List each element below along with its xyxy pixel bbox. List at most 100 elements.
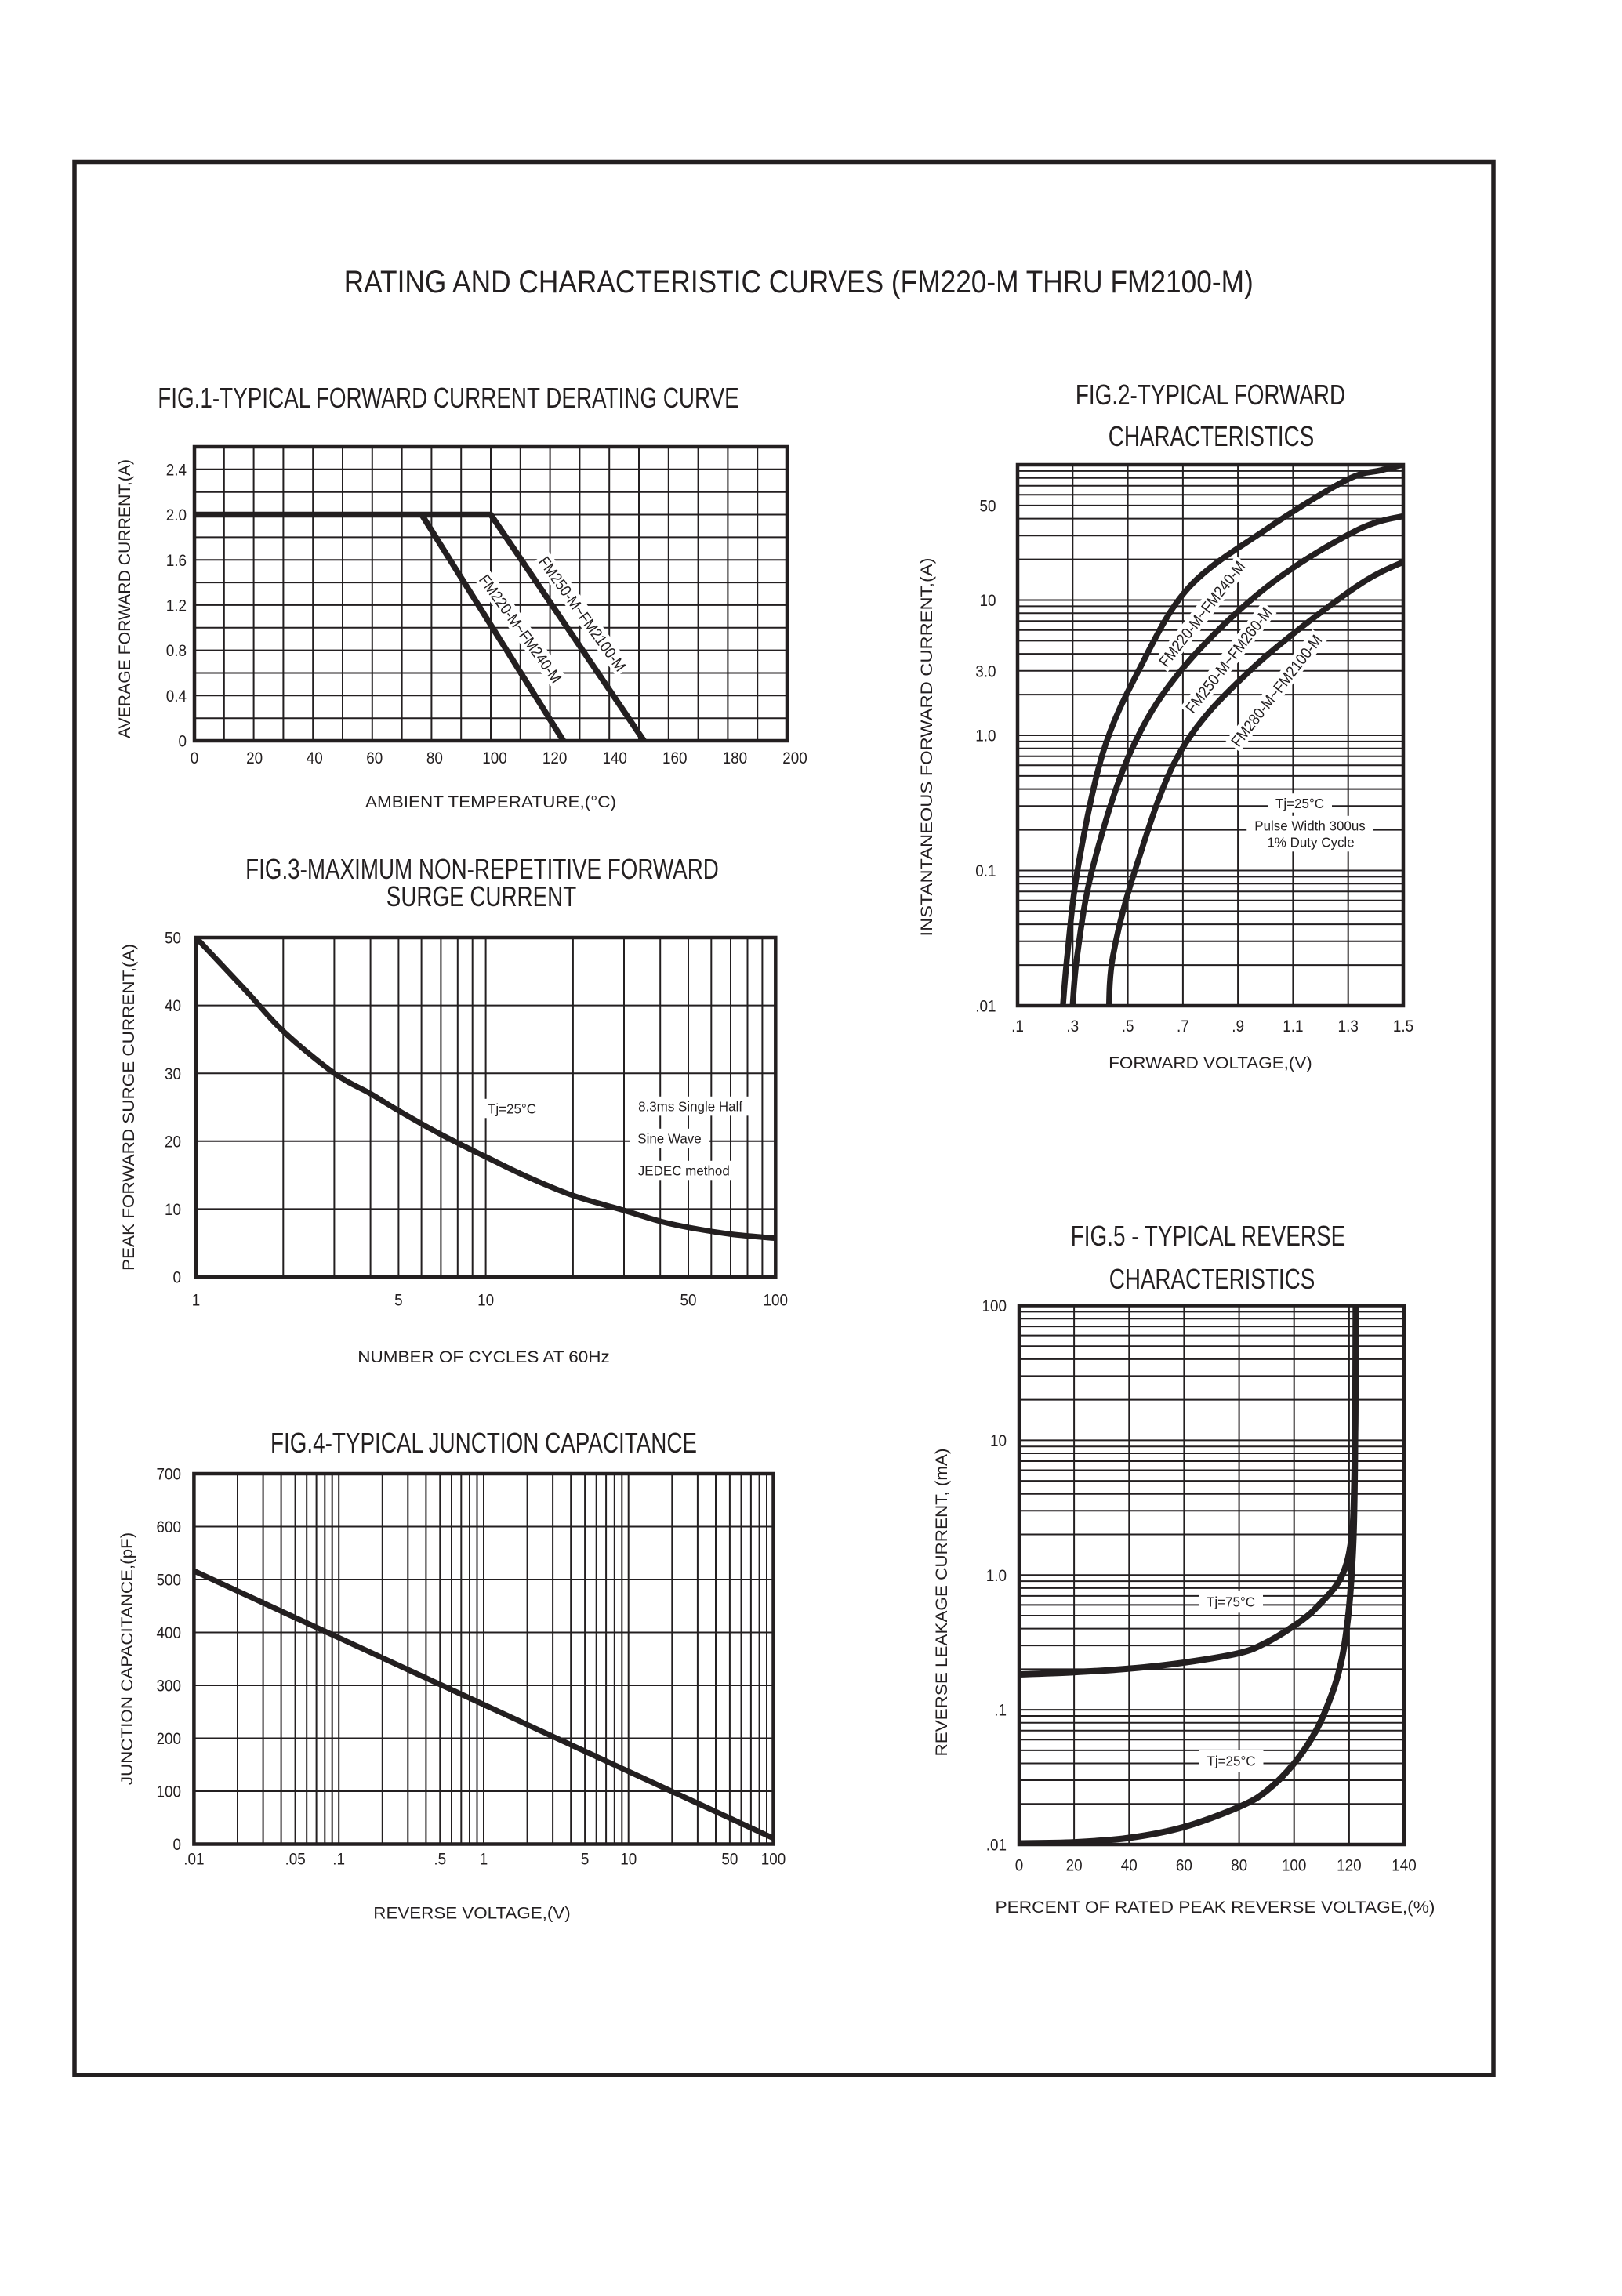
svg-text:.1: .1 [994, 1702, 1007, 1720]
svg-text:Tj=75°C: Tj=75°C [1207, 1594, 1255, 1610]
svg-text:2.4: 2.4 [166, 461, 187, 479]
svg-text:120: 120 [542, 749, 568, 767]
svg-text:50: 50 [980, 498, 996, 516]
svg-text:20: 20 [1066, 1857, 1083, 1875]
svg-text:700: 700 [157, 1466, 182, 1484]
svg-text:0.8: 0.8 [166, 642, 187, 660]
svg-text:5: 5 [394, 1292, 403, 1310]
svg-text:50: 50 [721, 1851, 738, 1869]
svg-text:Tj=25°C: Tj=25°C [1275, 796, 1324, 811]
svg-text:1.3: 1.3 [1338, 1017, 1359, 1036]
svg-text:200: 200 [782, 749, 807, 767]
svg-text:0: 0 [173, 1836, 182, 1854]
svg-text:.01: .01 [183, 1851, 204, 1869]
svg-text:10: 10 [165, 1201, 181, 1219]
svg-text:8.3ms Single Half: 8.3ms Single Half [638, 1098, 742, 1114]
svg-text:160: 160 [662, 749, 688, 767]
svg-text:0: 0 [1015, 1857, 1024, 1875]
svg-text:FIG.1-TYPICAL FORWARD CURRENT: FIG.1-TYPICAL FORWARD CURRENT DERATING C… [158, 382, 739, 414]
svg-text:100: 100 [482, 749, 507, 767]
svg-text:.9: .9 [1232, 1017, 1244, 1036]
svg-text:300: 300 [157, 1678, 182, 1696]
svg-text:Pulse Width 300us: Pulse Width 300us [1254, 818, 1366, 833]
svg-text:0.4: 0.4 [166, 687, 187, 705]
svg-text:1.6: 1.6 [166, 552, 187, 570]
svg-text:100: 100 [157, 1783, 182, 1801]
svg-text:200: 200 [157, 1730, 182, 1748]
svg-text:1.0: 1.0 [975, 727, 996, 745]
svg-text:.1: .1 [1011, 1017, 1024, 1036]
svg-text:Sine Wave: Sine Wave [637, 1130, 702, 1146]
svg-text:500: 500 [157, 1572, 182, 1590]
svg-text:CHARACTERISTICS: CHARACTERISTICS [1109, 1263, 1315, 1295]
svg-text:.5: .5 [1122, 1017, 1134, 1036]
svg-text:0: 0 [179, 733, 187, 751]
svg-text:FIG.2-TYPICAL FORWARD: FIG.2-TYPICAL FORWARD [1076, 379, 1345, 411]
svg-text:100: 100 [761, 1851, 786, 1869]
svg-text:REVERSE VOLTAGE,(V): REVERSE VOLTAGE,(V) [373, 1905, 570, 1923]
svg-text:Tj=25°C: Tj=25°C [488, 1101, 536, 1116]
svg-text:FIG.4-TYPICAL JUNCTION CAPACIT: FIG.4-TYPICAL JUNCTION CAPACITANCE [270, 1427, 697, 1459]
svg-text:600: 600 [157, 1518, 182, 1536]
svg-text:10: 10 [980, 592, 996, 610]
svg-text:60: 60 [1176, 1857, 1192, 1875]
svg-text:AMBIENT TEMPERATURE,(°C): AMBIENT TEMPERATURE,(°C) [365, 793, 616, 811]
svg-text:RATING AND CHARACTERISTIC CURV: RATING AND CHARACTERISTIC CURVES (FM220-… [344, 265, 1254, 299]
svg-text:100: 100 [1282, 1857, 1307, 1875]
svg-text:10: 10 [620, 1851, 637, 1869]
svg-text:1: 1 [192, 1292, 201, 1310]
svg-text:120: 120 [1337, 1857, 1362, 1875]
svg-text:80: 80 [1231, 1857, 1247, 1875]
svg-text:20: 20 [246, 749, 263, 767]
svg-text:0.1: 0.1 [975, 862, 996, 880]
svg-text:5: 5 [581, 1851, 590, 1869]
svg-text:CHARACTERISTICS: CHARACTERISTICS [1109, 420, 1315, 452]
svg-text:140: 140 [602, 749, 627, 767]
svg-text:.1: .1 [332, 1851, 345, 1869]
svg-text:40: 40 [307, 749, 323, 767]
svg-text:JUNCTION CAPACITANCE,(pF): JUNCTION CAPACITANCE,(pF) [118, 1532, 136, 1785]
svg-text:1.2: 1.2 [166, 597, 187, 615]
svg-text:.01: .01 [986, 1837, 1007, 1855]
svg-text:30: 30 [165, 1065, 181, 1083]
svg-text:PERCENT OF RATED PEAK REVERSE: PERCENT OF RATED PEAK REVERSE VOLTAGE,(%… [996, 1899, 1435, 1917]
svg-text:0: 0 [173, 1269, 182, 1287]
svg-text:1% Duty Cycle: 1% Duty Cycle [1267, 834, 1354, 850]
svg-text:3.0: 3.0 [975, 662, 996, 680]
svg-text:2.0: 2.0 [166, 506, 187, 524]
svg-text:20: 20 [165, 1133, 181, 1151]
svg-text:50: 50 [165, 930, 181, 948]
svg-text:NUMBER OF CYCLES AT 60Hz: NUMBER OF CYCLES AT 60Hz [357, 1348, 610, 1366]
svg-text:180: 180 [723, 749, 748, 767]
svg-text:.3: .3 [1066, 1017, 1079, 1036]
svg-text:10: 10 [990, 1432, 1007, 1450]
svg-text:JEDEC method: JEDEC method [638, 1163, 730, 1178]
svg-text:50: 50 [680, 1292, 697, 1310]
svg-text:FIG.5 - TYPICAL REVERSE: FIG.5 - TYPICAL REVERSE [1071, 1220, 1346, 1252]
svg-text:1.5: 1.5 [1393, 1017, 1413, 1036]
svg-text:1.1: 1.1 [1283, 1017, 1303, 1036]
svg-text:100: 100 [764, 1292, 789, 1310]
svg-text:100: 100 [982, 1297, 1007, 1315]
svg-text:80: 80 [426, 749, 443, 767]
svg-text:140: 140 [1392, 1857, 1417, 1875]
svg-text:REVERSE LEAKAGE CURRENT, (mA): REVERSE LEAKAGE CURRENT, (mA) [933, 1449, 951, 1757]
svg-text:1.0: 1.0 [986, 1567, 1007, 1585]
svg-text:FIG.3-MAXIMUM NON-REPETITIVE F: FIG.3-MAXIMUM NON-REPETITIVE FORWARD [245, 853, 719, 885]
svg-text:PEAK FORWARD SURGE CURRENT,(A): PEAK FORWARD SURGE CURRENT,(A) [120, 944, 138, 1271]
svg-text:10: 10 [477, 1292, 494, 1310]
svg-text:40: 40 [1121, 1857, 1138, 1875]
svg-text:Tj=25°C: Tj=25°C [1207, 1753, 1256, 1768]
svg-text:0: 0 [191, 749, 199, 767]
svg-text:FORWARD VOLTAGE,(V): FORWARD VOLTAGE,(V) [1109, 1054, 1312, 1072]
svg-text:40: 40 [165, 997, 181, 1015]
svg-text:AVERAGE FORWARD CURRENT,(A): AVERAGE FORWARD CURRENT,(A) [116, 459, 134, 738]
svg-text:60: 60 [366, 749, 383, 767]
svg-text:.01: .01 [975, 998, 996, 1016]
svg-text:.7: .7 [1177, 1017, 1189, 1036]
svg-text:INSTANTANEOUS FORWARD CURRENT,: INSTANTANEOUS FORWARD CURRENT,(A) [918, 558, 936, 937]
svg-text:.5: .5 [434, 1851, 446, 1869]
svg-text:400: 400 [157, 1624, 182, 1642]
svg-text:1: 1 [480, 1851, 488, 1869]
svg-text:SURGE CURRENT: SURGE CURRENT [386, 880, 576, 912]
